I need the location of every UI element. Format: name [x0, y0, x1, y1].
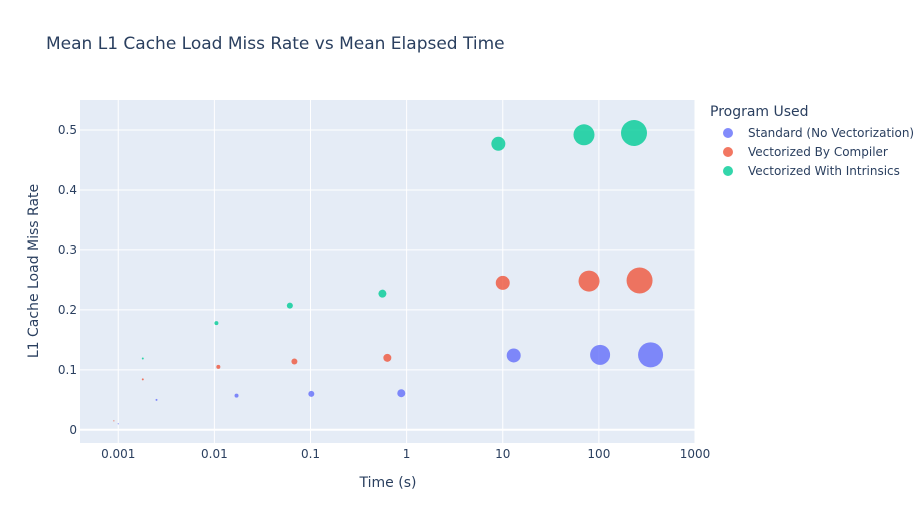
y-tick-label: 0.4: [58, 183, 77, 197]
data-point: [378, 289, 387, 298]
x-tick-label: 1: [403, 447, 411, 461]
data-point: [638, 342, 664, 368]
data-point: [216, 364, 221, 369]
y-tick-label: 0.1: [58, 363, 77, 377]
x-tick-label: 100: [587, 447, 610, 461]
x-tick-label: 0.01: [201, 447, 228, 461]
x-tick-label: 1000: [680, 447, 711, 461]
x-tick-label: 0.001: [101, 447, 135, 461]
legend-item[interactable]: Vectorized With Intrinsics: [710, 161, 914, 180]
legend-marker: [723, 146, 733, 157]
legend-items: Standard (No Vectorization) Vectorized By…: [710, 123, 914, 180]
data-point: [291, 358, 298, 365]
data-point: [578, 270, 600, 292]
data-point: [626, 267, 653, 294]
y-tick-label: 0.3: [58, 243, 77, 257]
y-tick-label: 0.5: [58, 123, 77, 137]
data-point: [491, 136, 506, 151]
data-point: [113, 420, 115, 422]
legend-marker: [723, 165, 733, 176]
data-point: [214, 321, 219, 326]
x-tick-label: 0.1: [301, 447, 320, 461]
legend-title: Program Used: [710, 104, 809, 120]
data-point: [308, 390, 315, 397]
legend: Program Used Standard (No Vectorization)…: [710, 104, 914, 180]
legend-label: Vectorized With Intrinsics: [748, 163, 900, 178]
data-point: [506, 348, 521, 363]
grid-lines: [80, 100, 696, 443]
data-point: [117, 423, 119, 425]
data-point: [141, 378, 144, 381]
x-tick-label: 10: [495, 447, 510, 461]
legend-marker: [723, 127, 733, 138]
chart-title: Mean L1 Cache Load Miss Rate vs Mean Ela…: [46, 34, 505, 54]
plot-area: [80, 100, 695, 443]
y-tick-labels: 0 0.1 0.2 0.3 0.4 0.5: [58, 123, 77, 437]
data-point: [573, 124, 595, 146]
data-point: [621, 119, 648, 146]
legend-item[interactable]: Standard (No Vectorization): [710, 123, 914, 142]
data-point: [383, 353, 392, 362]
y-tick-label: 0: [69, 423, 77, 437]
data-point: [141, 357, 144, 360]
x-tick-labels: 0.001 0.01 0.1 1 10 100 1000: [101, 447, 710, 461]
data-point: [397, 389, 406, 398]
y-tick-label: 0.2: [58, 303, 77, 317]
data-point: [590, 344, 611, 365]
data-point: [286, 302, 293, 309]
data-point: [155, 398, 158, 401]
legend-item[interactable]: Vectorized By Compiler: [710, 142, 914, 161]
y-axis-label: L1 Cache Load Miss Rate: [26, 184, 42, 358]
data-points: [113, 119, 664, 425]
data-point: [495, 275, 510, 290]
data-point: [234, 393, 239, 398]
legend-label: Standard (No Vectorization): [748, 125, 915, 140]
x-axis-label: Time (s): [359, 475, 417, 491]
legend-label: Vectorized By Compiler: [748, 144, 888, 159]
